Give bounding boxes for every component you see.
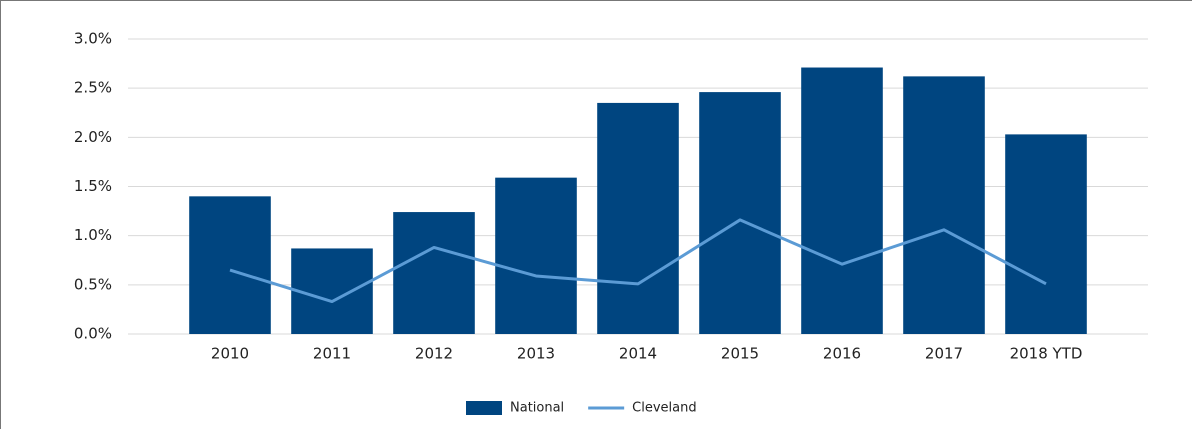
legend-swatch <box>466 401 502 415</box>
bar <box>1005 134 1087 334</box>
y-tick-label: 1.5% <box>74 177 112 195</box>
bar <box>495 177 577 334</box>
x-tick-label: 2013 <box>517 345 555 363</box>
legend-label: Cleveland <box>632 401 696 416</box>
x-tick-label: 2014 <box>619 345 657 363</box>
bar <box>903 76 985 334</box>
bar <box>189 196 271 334</box>
bar <box>393 212 475 334</box>
x-tick-label: 2017 <box>925 345 963 363</box>
legend-label: National <box>510 401 564 416</box>
y-tick-label: 0.5% <box>74 275 112 293</box>
x-tick-label: 2016 <box>823 345 861 363</box>
bar <box>291 248 373 334</box>
bar <box>597 102 679 335</box>
y-tick-label: 3.0% <box>74 30 112 48</box>
y-tick-label: 2.5% <box>74 79 112 97</box>
y-tick-label: 2.0% <box>74 128 112 146</box>
x-tick-label: 2010 <box>211 345 249 363</box>
line <box>229 218 1047 304</box>
bar <box>801 67 883 335</box>
y-tick-label: 0.0% <box>74 325 112 343</box>
x-tick-label: 2015 <box>721 345 759 363</box>
y-tick-label: 1.0% <box>74 226 112 244</box>
x-tick-label: 2011 <box>313 345 351 363</box>
bar <box>699 92 781 334</box>
x-tick-label: 2012 <box>415 345 453 363</box>
x-tick-label: 2018 YTD <box>1010 345 1083 363</box>
